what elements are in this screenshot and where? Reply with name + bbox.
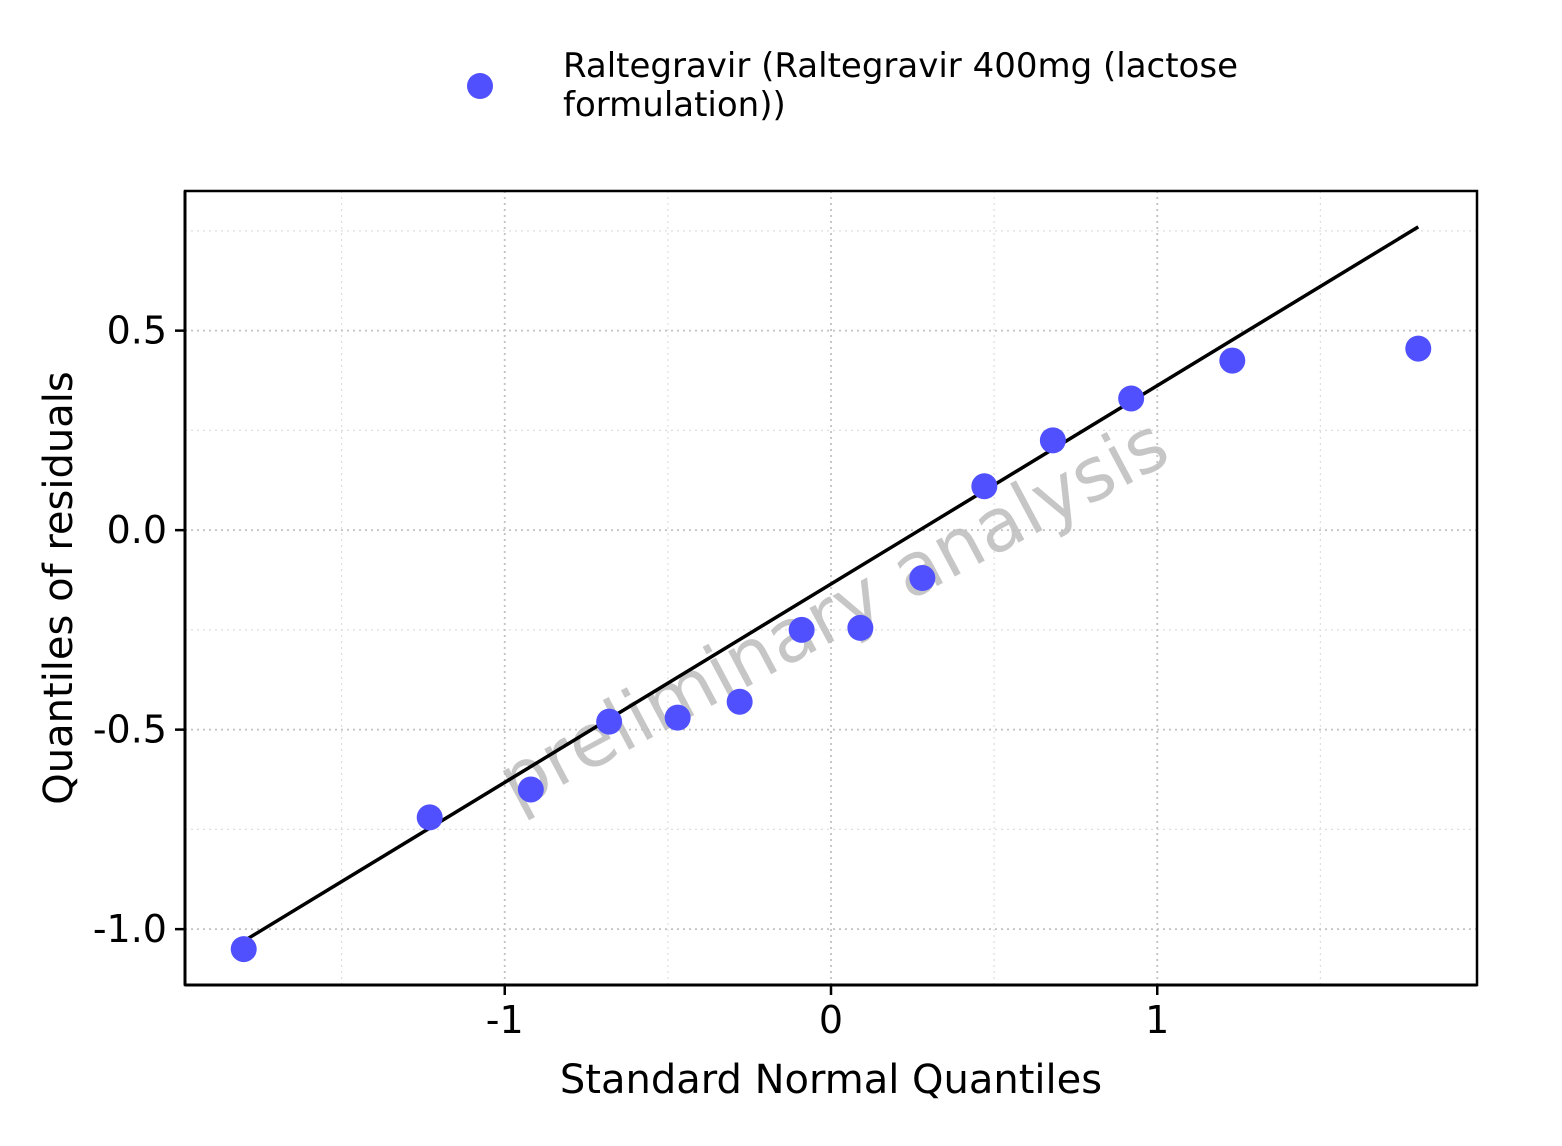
legend-marker [467,73,493,99]
grid [185,191,1477,985]
y-axis-title: Quantiles of residuals [36,371,82,804]
data-point [909,565,936,592]
data-point [971,473,998,500]
data-point [1118,385,1145,412]
data-point [416,804,443,831]
x-tick-label: 0 [819,998,843,1042]
x-axis-title: Standard Normal Quantiles [560,1057,1102,1103]
data-point [726,688,753,715]
data-point [230,936,257,963]
y-tick-label: -0.5 [93,708,167,752]
legend-label-line-1: Raltegravir (Raltegravir 400mg (lactose [563,46,1238,86]
watermark: preliminary analysis [484,400,1182,826]
x-tick-label: -1 [486,998,524,1042]
x-tick-label: 1 [1145,998,1169,1042]
data-point [1405,335,1432,362]
data-point [1039,427,1066,454]
data-point [664,704,691,731]
legend: Raltegravir (Raltegravir 400mg (lactose … [467,46,1238,125]
legend-label-line-2: formulation)) [563,85,786,125]
data-point [788,616,815,643]
y-tick-label: -1.0 [93,907,167,951]
data-point [596,708,623,735]
data-point [517,776,544,803]
data-points [230,335,1432,963]
y-tick-label: 0.0 [107,508,167,552]
y-tick-label: 0.5 [107,309,167,353]
data-point [1219,347,1246,374]
data-point [847,614,874,641]
axis-ticks: -1 0 1 -1.0 -0.5 0.0 0.5 [93,309,1170,1042]
